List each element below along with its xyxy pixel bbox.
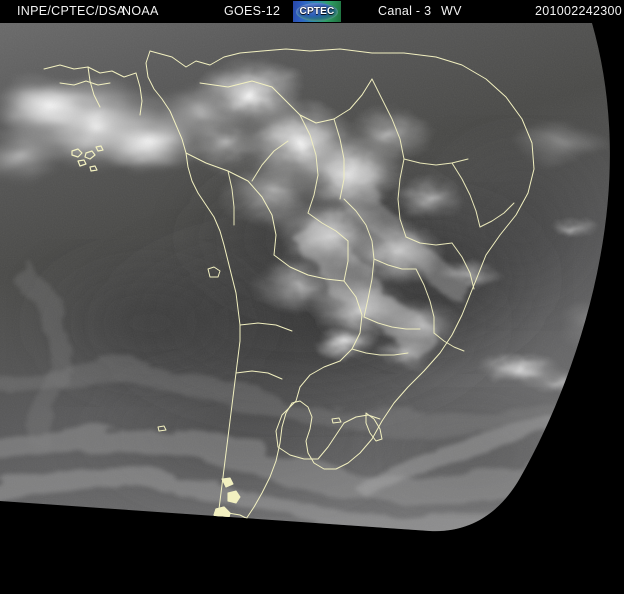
brazil-state-borders — [227, 78, 515, 356]
northern-coast — [43, 64, 143, 116]
cptec-logo: CPTEC — [293, 1, 341, 22]
galapagos-islands — [71, 145, 104, 172]
satellite-image-canvas — [0, 23, 624, 594]
island-fernando — [331, 417, 342, 424]
south-america-coastline — [149, 48, 535, 532]
sensor-noise — [0, 23, 610, 532]
header-satellite-label: GOES-12 — [224, 4, 281, 18]
pacific-coast — [145, 50, 241, 532]
lagoa-dos-patos — [365, 412, 383, 442]
header-agency-label: NOAA — [122, 4, 159, 18]
header-timestamp-label: 201002242300 — [535, 4, 623, 18]
cptec-logo-label: CPTEC — [299, 6, 335, 17]
header-band-label: WV — [441, 4, 462, 18]
cptec-logo-oval — [296, 2, 338, 21]
island-trindade — [157, 425, 167, 432]
lake-titicaca — [207, 266, 221, 278]
image-header-bar: INPE/CPTEC/DSA NOAA GOES-12 CPTEC Canal … — [0, 0, 624, 23]
header-channel-label: Canal - 3 — [378, 4, 432, 18]
header-source-label: INPE/CPTEC/DSA — [17, 4, 126, 18]
satellite-imagery — [0, 23, 624, 594]
